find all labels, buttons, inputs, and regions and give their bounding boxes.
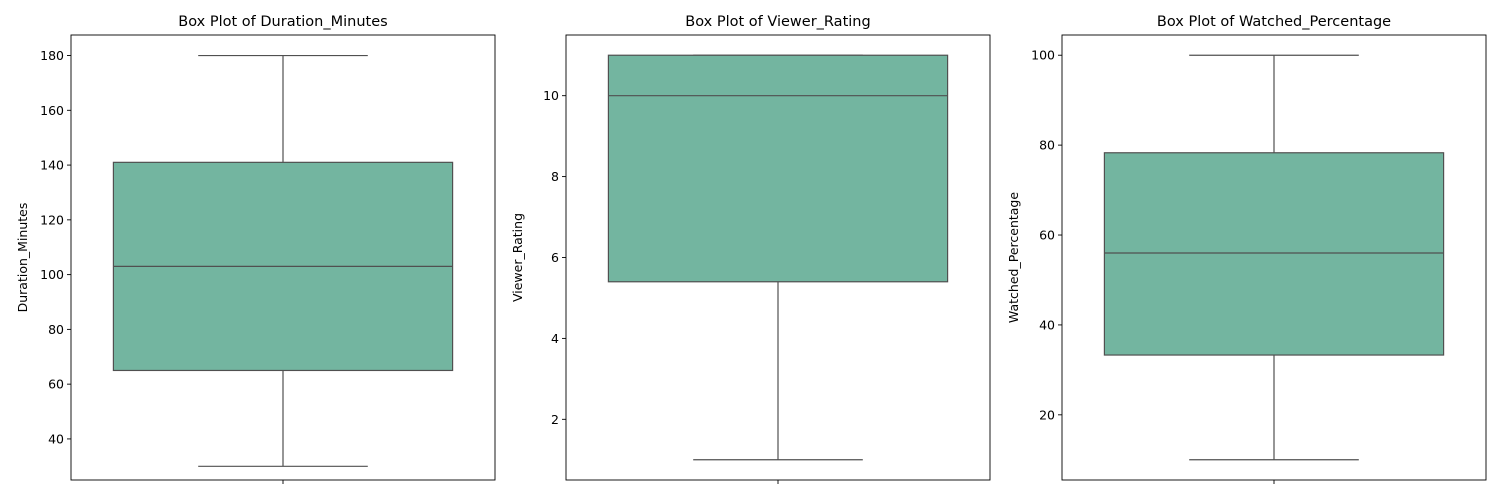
y-axis-label: Duration_Minutes	[15, 203, 30, 313]
y-tick-label: 6	[551, 250, 559, 265]
y-tick-label: 80	[48, 322, 64, 337]
y-tick-label: 120	[40, 212, 64, 227]
plot-frame	[70, 34, 496, 481]
y-tick-label: 20	[1039, 407, 1055, 422]
y-tick-label: 100	[1031, 48, 1055, 63]
y-tick-label: 10	[543, 88, 559, 103]
y-axis-label: Watched_Percentage	[1006, 192, 1021, 323]
y-tick-label: 140	[40, 158, 64, 173]
y-tick-label: 60	[48, 377, 64, 392]
chart-title: Box Plot of Watched_Percentage	[1157, 14, 1391, 30]
y-tick-label: 4	[551, 331, 559, 346]
y-axis-label: Viewer_Rating	[510, 213, 525, 302]
chart-title: Box Plot of Duration_Minutes	[178, 14, 387, 30]
y-tick-label: 60	[1039, 228, 1055, 243]
y-tick-label: 100	[40, 267, 64, 282]
y-tick-label: 180	[40, 48, 64, 63]
y-tick-label: 80	[1039, 138, 1055, 153]
iqr-box	[1103, 152, 1445, 356]
chart-title: Box Plot of Viewer_Rating	[685, 14, 870, 30]
chart-panel-1: Box Plot of Duration_Minutes Duration_Min…	[15, 14, 496, 484]
chart-panel-2: Box Plot of Viewer_Rating Viewer_Rating 2 4…	[510, 14, 991, 484]
plot-frame	[1061, 34, 1487, 481]
y-tick-label: 160	[40, 103, 64, 118]
y-tick-label: 8	[551, 169, 559, 184]
iqr-box	[607, 54, 949, 283]
y-tick-label: 2	[551, 412, 559, 427]
plot-frame	[565, 34, 991, 481]
chart-panel-3: Box Plot of Watched_Percentage Watched_Pe…	[1006, 14, 1487, 484]
y-tick-label: 40	[1039, 317, 1055, 332]
y-tick-label: 40	[48, 431, 64, 446]
